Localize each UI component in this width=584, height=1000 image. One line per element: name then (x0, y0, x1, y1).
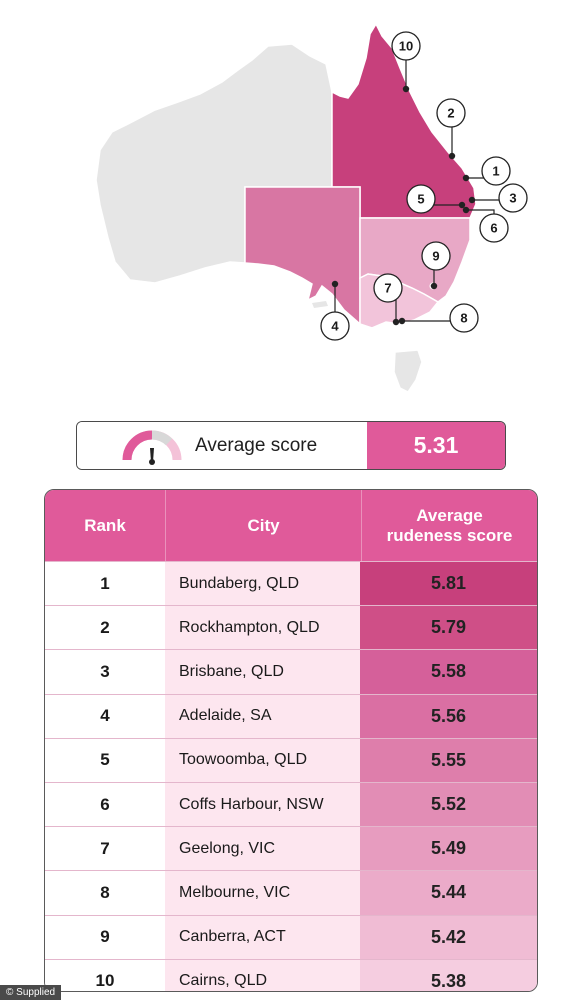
rank-cell: 6 (45, 782, 165, 827)
header-score-line2: rudeness score (386, 525, 513, 545)
pin-dot (392, 318, 400, 326)
city-cell: Bundaberg, QLD (165, 562, 360, 606)
pin-badge (406, 184, 436, 214)
score-cell: 5.81 (360, 562, 537, 606)
table-row: 1 Bundaberg, QLD 5.81 (45, 561, 537, 606)
kangaroo-island (312, 301, 328, 308)
city-cell: Melbourne, VIC (165, 871, 360, 915)
average-score-label-cell: Average score (77, 422, 367, 469)
city-pin-7: 7 (373, 273, 403, 326)
rank-cell: 4 (45, 694, 165, 738)
gauge-icon (122, 430, 182, 465)
city-pin-10: 10 (391, 31, 421, 93)
city-cell: Rockhampton, QLD (165, 606, 360, 650)
pin-dot (402, 85, 410, 93)
pin-dot (448, 152, 456, 160)
rudeness-table: Rank City Average rudeness score 1 Bundabe… (44, 489, 538, 992)
table-body: 1 Bundaberg, QLD 5.81 2 Rockhampton, QLD 5.79… (45, 561, 537, 991)
rank-cell: 7 (45, 827, 165, 871)
score-cell: 5.55 (360, 738, 537, 782)
city-cell: Geelong, VIC (165, 827, 360, 871)
table-header: Rank City Average rudeness score (45, 490, 537, 561)
city-cell: Cairns, QLD (165, 959, 360, 991)
table-row: 9 Canberra, ACT 5.42 (45, 914, 537, 959)
pin-dot (468, 196, 476, 204)
pin-badge (436, 98, 466, 128)
table-row: 5 Toowoomba, QLD 5.55 (45, 737, 537, 782)
pin-dot (458, 201, 466, 209)
score-cell: 5.42 (360, 915, 537, 959)
table-row: 3 Brisbane, QLD 5.58 (45, 649, 537, 694)
city-pin-2: 2 (436, 98, 466, 160)
pin-label: 7 (384, 281, 391, 296)
header-score: Average rudeness score (361, 490, 537, 561)
region-sa (244, 186, 361, 326)
pin-badge (479, 213, 509, 243)
pin-dot (398, 317, 406, 325)
rank-cell: 5 (45, 738, 165, 782)
pin-label: 3 (509, 191, 516, 206)
city-cell: Adelaide, SA (165, 694, 360, 738)
rank-cell: 3 (45, 650, 165, 694)
table-row: 4 Adelaide, SA 5.56 (45, 693, 537, 738)
city-cell: Coffs Harbour, NSW (165, 782, 360, 827)
score-cell: 5.44 (360, 871, 537, 915)
average-score-value: 5.31 (367, 422, 505, 469)
pin-badge (498, 183, 528, 213)
pin-label: 8 (460, 311, 467, 326)
city-pin-4: 4 (320, 280, 350, 341)
pin-label: 4 (331, 319, 339, 334)
pin-badge (481, 156, 511, 186)
table-row: 2 Rockhampton, QLD 5.79 (45, 605, 537, 650)
score-cell: 5.49 (360, 827, 537, 871)
pin-badge (421, 241, 451, 271)
score-cell: 5.56 (360, 694, 537, 738)
pin-badge (391, 31, 421, 61)
table-row: 10 Cairns, QLD 5.38 (45, 958, 537, 991)
rank-cell: 10 (45, 959, 165, 991)
table-row: 6 Coffs Harbour, NSW 5.52 (45, 781, 537, 827)
header-score-line1: Average (416, 505, 483, 525)
city-pin-1: 1 (462, 156, 511, 186)
city-cell: Brisbane, QLD (165, 650, 360, 694)
pin-dot (462, 206, 470, 214)
table-row: 8 Melbourne, VIC 5.44 (45, 870, 537, 915)
city-cell: Canberra, ACT (165, 915, 360, 959)
rank-cell: 8 (45, 871, 165, 915)
city-pin-9: 9 (421, 241, 451, 290)
city-pin-5: 5 (406, 184, 466, 214)
pin-label: 1 (492, 164, 499, 179)
pin-badge (449, 303, 479, 333)
pin-dot (430, 282, 438, 290)
city-pin-3: 3 (468, 183, 528, 213)
region-tas (393, 349, 423, 393)
city-cell: Toowoomba, QLD (165, 738, 360, 782)
score-cell: 5.52 (360, 782, 537, 827)
pin-dot (331, 280, 339, 288)
rank-cell: 1 (45, 562, 165, 606)
pin-label: 2 (447, 106, 454, 121)
pin-label: 10 (399, 39, 413, 54)
photo-credit: © Supplied (0, 985, 62, 1000)
city-pin-6: 6 (462, 206, 509, 243)
rank-cell: 2 (45, 606, 165, 650)
rank-cell: 9 (45, 915, 165, 959)
score-cell: 5.38 (360, 959, 537, 991)
header-rank: Rank (84, 515, 126, 535)
average-score-label: Average score (195, 434, 318, 456)
australia-map: 10 2 1 5 36 9 7 8 4 (95, 22, 528, 393)
pin-label: 5 (417, 192, 424, 207)
city-pin-8: 8 (398, 303, 479, 333)
score-cell: 5.79 (360, 606, 537, 650)
region-wa-nt (95, 43, 333, 284)
pin-dot (462, 174, 470, 182)
pin-badge (320, 311, 350, 341)
pin-label: 6 (490, 221, 497, 236)
header-city: City (165, 490, 361, 561)
average-score-box: Average score 5.31 (76, 421, 506, 470)
table-row: 7 Geelong, VIC 5.49 (45, 826, 537, 871)
pin-badge (373, 273, 403, 303)
score-cell: 5.58 (360, 650, 537, 694)
pin-label: 9 (432, 249, 439, 264)
